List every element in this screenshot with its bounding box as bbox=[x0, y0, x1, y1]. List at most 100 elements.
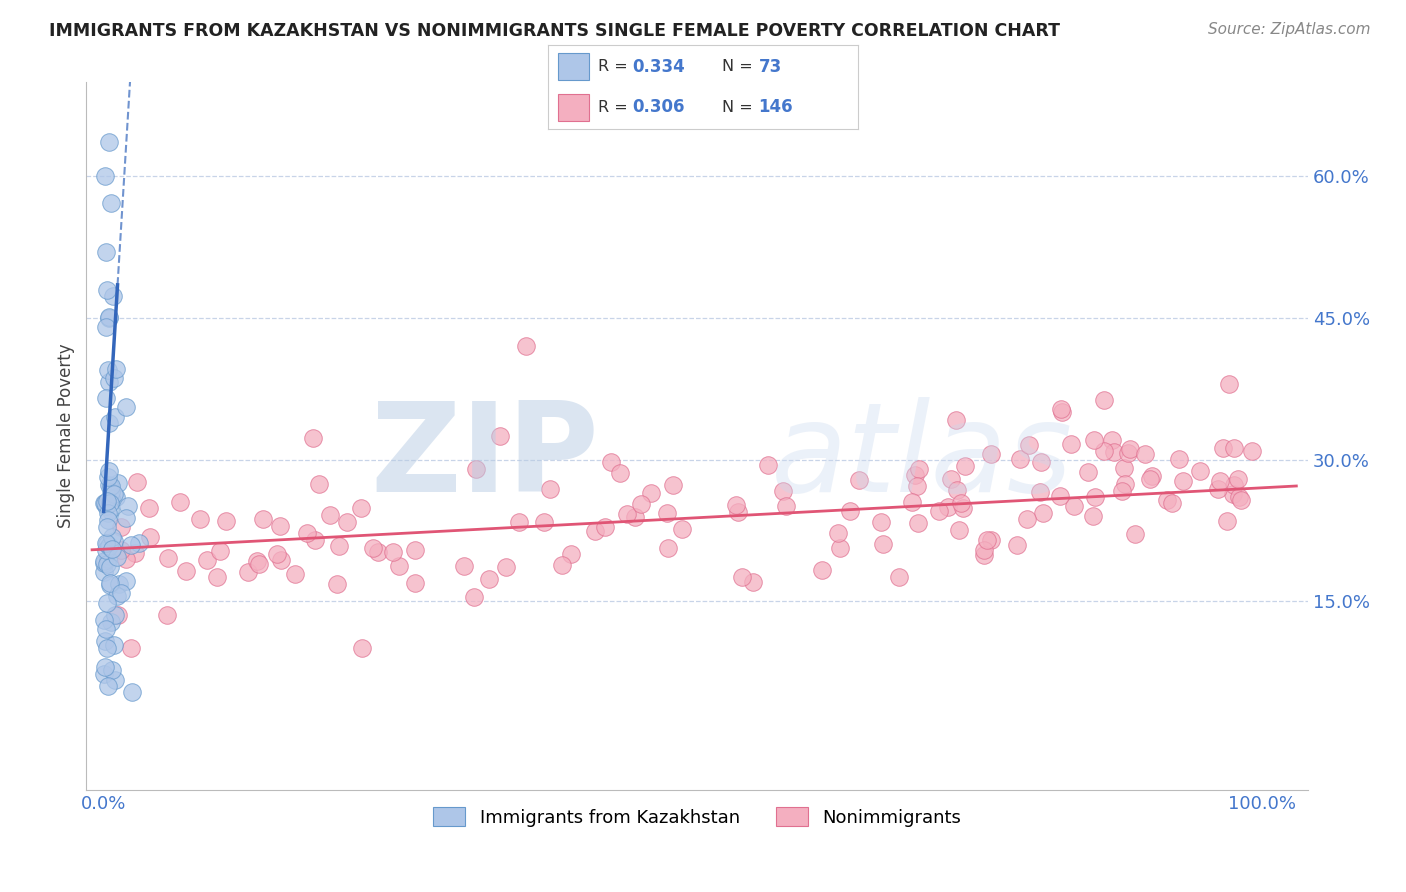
Point bbox=[117, 499, 139, 513]
Point bbox=[105, 589, 128, 603]
Point bbox=[661, 478, 683, 492]
Point bbox=[1094, 393, 1116, 408]
Point bbox=[1240, 444, 1263, 458]
Point bbox=[103, 638, 125, 652]
Point bbox=[304, 533, 326, 548]
Point bbox=[97, 363, 120, 377]
Point bbox=[97, 311, 120, 326]
Point bbox=[350, 641, 373, 656]
Point bbox=[495, 559, 517, 574]
Point bbox=[1008, 452, 1031, 467]
Point bbox=[908, 461, 931, 475]
Text: 0.334: 0.334 bbox=[631, 58, 685, 76]
Point bbox=[1222, 487, 1244, 501]
Point bbox=[98, 576, 121, 591]
Point bbox=[1005, 538, 1028, 552]
Point bbox=[1112, 461, 1135, 475]
Point bbox=[308, 476, 330, 491]
Point bbox=[1050, 405, 1073, 419]
Point bbox=[936, 500, 959, 514]
Point bbox=[97, 513, 120, 527]
Point bbox=[94, 391, 117, 405]
Point bbox=[905, 479, 928, 493]
Point bbox=[157, 550, 180, 565]
Point bbox=[100, 615, 122, 629]
Text: N =: N = bbox=[721, 100, 758, 115]
Point bbox=[107, 475, 129, 490]
Point bbox=[952, 501, 974, 516]
Point bbox=[872, 537, 894, 551]
Point bbox=[318, 508, 340, 523]
Point bbox=[100, 541, 122, 556]
Point bbox=[724, 498, 747, 512]
Point bbox=[93, 556, 115, 570]
Point bbox=[100, 479, 122, 493]
Point bbox=[94, 499, 117, 513]
Point bbox=[326, 577, 349, 591]
Point bbox=[1076, 466, 1098, 480]
Point bbox=[1029, 485, 1052, 500]
Point bbox=[583, 524, 606, 538]
Point bbox=[463, 591, 485, 605]
Point bbox=[1017, 511, 1039, 525]
FancyBboxPatch shape bbox=[558, 54, 589, 80]
Point bbox=[1218, 376, 1240, 391]
Point bbox=[245, 554, 267, 568]
Point bbox=[100, 491, 122, 505]
Point bbox=[98, 416, 121, 430]
Point bbox=[453, 559, 475, 574]
Point bbox=[1212, 441, 1234, 455]
Point bbox=[980, 448, 1002, 462]
Point bbox=[953, 458, 976, 473]
Point bbox=[624, 510, 647, 524]
Point bbox=[1227, 472, 1250, 486]
Point bbox=[94, 169, 117, 184]
Point bbox=[104, 490, 127, 504]
Point bbox=[115, 551, 138, 566]
Point bbox=[1083, 509, 1105, 524]
Point bbox=[350, 500, 373, 515]
Point bbox=[96, 494, 118, 508]
Text: 0.306: 0.306 bbox=[631, 98, 685, 116]
Point bbox=[120, 538, 142, 552]
Point bbox=[1031, 455, 1053, 469]
Point bbox=[1140, 469, 1163, 483]
Point bbox=[115, 574, 138, 588]
Point bbox=[94, 660, 117, 674]
Point bbox=[973, 549, 995, 563]
Point bbox=[1139, 472, 1161, 486]
Point bbox=[97, 464, 120, 478]
Point bbox=[1173, 474, 1195, 488]
Point bbox=[121, 685, 143, 699]
Point bbox=[839, 504, 862, 518]
Point bbox=[1101, 433, 1123, 447]
Point bbox=[98, 560, 121, 574]
Point bbox=[1114, 477, 1136, 491]
Point bbox=[107, 608, 129, 623]
Point bbox=[928, 504, 950, 518]
Point bbox=[388, 559, 411, 574]
Point bbox=[110, 520, 132, 534]
Point bbox=[1230, 493, 1253, 508]
Point bbox=[128, 536, 150, 550]
Point bbox=[1119, 442, 1142, 457]
Point bbox=[110, 542, 132, 557]
Point bbox=[190, 512, 212, 526]
Point bbox=[381, 545, 404, 559]
Point bbox=[139, 530, 162, 544]
Point bbox=[97, 506, 120, 520]
Point bbox=[1060, 437, 1083, 451]
Point bbox=[97, 679, 120, 693]
Point bbox=[980, 533, 1002, 548]
Point bbox=[94, 496, 117, 510]
Legend: Immigrants from Kazakhstan, Nonimmigrants: Immigrants from Kazakhstan, Nonimmigrant… bbox=[426, 800, 969, 834]
Point bbox=[214, 514, 236, 528]
Point bbox=[156, 607, 179, 622]
Point bbox=[94, 543, 117, 558]
Point bbox=[93, 667, 115, 681]
Point bbox=[775, 500, 797, 514]
Point bbox=[404, 542, 426, 557]
Y-axis label: Single Female Poverty: Single Female Poverty bbox=[58, 343, 75, 528]
Point bbox=[811, 563, 834, 577]
Point bbox=[1092, 443, 1115, 458]
